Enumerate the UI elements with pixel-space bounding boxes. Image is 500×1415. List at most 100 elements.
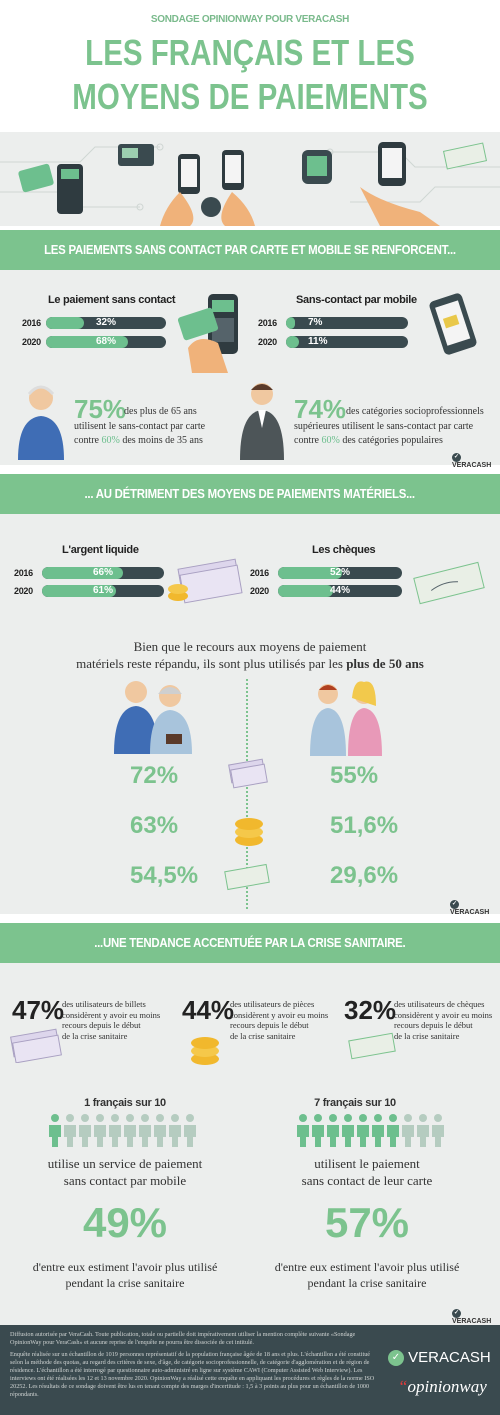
hero-illustration (0, 132, 500, 226)
card-bar-2020-fill (46, 336, 128, 348)
cash-bar-2016-fill (42, 567, 123, 579)
older-cash-percent: 72% (130, 762, 179, 789)
senior-contre: contre (74, 435, 99, 446)
card-bar-2016-value: 32% (95, 317, 116, 328)
senior-pct2: 60% (101, 435, 120, 446)
intro-line1: Bien que le recours aux moyens de paieme… (133, 639, 367, 654)
right-person-icon (357, 1114, 369, 1147)
left-person-icon (94, 1114, 106, 1147)
opinionway-brand: opinionway (407, 1377, 487, 1396)
card-bar-2016-fill (46, 317, 85, 329)
pieces-line4: de la crise sanitaire (230, 1030, 296, 1041)
card-terminal-icon (178, 294, 238, 373)
mobile-year-2016: 2016 (258, 318, 277, 328)
veracash-brand: VERACASH (408, 1349, 491, 1366)
intro-text: Bien que le recours aux moyens de paieme… (0, 638, 500, 672)
banknotes-coins-icon (168, 558, 243, 604)
mobile-bar-2020-fill (286, 336, 300, 348)
right-footnote: d'entre eux estiment l'avoir plus utilis… (256, 1259, 478, 1291)
footer: Diffusion autorisée par VeraCash. Toute … (0, 1325, 500, 1415)
card-bar-2020: 68% (46, 336, 166, 348)
right-person-icon (327, 1114, 339, 1147)
section2-band: ... AU DÉTRIMENT DES MOYENS DE PAIEMENTS… (0, 474, 500, 514)
cash-label: L'argent liquide (62, 544, 139, 556)
left-line2: sans contact par mobile (63, 1173, 187, 1188)
right-person-icon (387, 1114, 399, 1147)
right-person-icon (312, 1114, 324, 1147)
mobile-contactless-label: Sans-contact par mobile (296, 294, 417, 306)
right-big-percent: 57% (324, 1199, 410, 1246)
mobile-bar-2020-value: 11% (308, 336, 328, 347)
senior-line2: utilisent le sans-contact par carte (74, 421, 206, 432)
pieces-icon (191, 1037, 219, 1065)
left-head: 1 français sur 10 (84, 1097, 166, 1109)
section3-panel: 47% des utilisateurs de billets considèr… (0, 963, 500, 1325)
billets-line2: considèrent y avoir eu moins (62, 1009, 161, 1020)
card-year-2016: 2016 (22, 318, 41, 328)
footer-paragraph1: Diffusion autorisée par VeraCash. Toute … (10, 1331, 356, 1346)
cheque-icon (413, 561, 485, 605)
billets-percent: 47% (12, 995, 65, 1025)
billets-line3: recours depuis le début (62, 1020, 141, 1030)
veracash-logo-small: VERACASH (452, 453, 500, 469)
cheques-line4: de la crise sanitaire (394, 1030, 460, 1041)
card-year-2020: 2020 (22, 337, 41, 347)
page-title-line2: MOYENS DE PAIEMENTS (72, 76, 428, 117)
businessman-icon (240, 383, 284, 460)
csp-percent: 74% (294, 394, 347, 424)
mobile-bar-2016: 7% (286, 317, 408, 329)
intro-line2: matériels reste répandu, ils sont plus u… (0, 655, 500, 672)
cheques-bar-2016: 52% (278, 567, 402, 579)
section3-band: ...UNE TENDANCE ACCENTUÉE PAR LA CRISE S… (0, 923, 500, 963)
cheques-bar-2016-fill (278, 567, 343, 579)
cheques-text: des utilisateurs de chèques considèrent … (394, 999, 492, 1041)
left-big-percent: 49% (82, 1199, 168, 1246)
footer-disclaimer: Diffusion autorisée par VeraCash. Toute … (10, 1331, 380, 1399)
cheques-year-2020: 2020 (250, 586, 269, 596)
pieces-percent: 44% (182, 995, 235, 1025)
senior-percent: 75% (74, 394, 127, 424)
cheque-small-icon (224, 863, 270, 891)
billets-line1: des utilisateurs de billets (62, 999, 146, 1009)
cheques-icon (348, 1032, 396, 1060)
section1-band: LES PAIEMENTS SANS CONTACT PAR CARTE ET … (0, 230, 500, 270)
card-bar-2020-value: 68% (95, 336, 116, 347)
veracash-check-icon: ✓ (388, 1350, 404, 1367)
csp-line3: contre 60% des catégories populaires (294, 435, 443, 447)
card-contactless-label: Le paiement sans contact (48, 294, 176, 306)
cash-bar-2020: 61% (42, 585, 164, 597)
csp-pct2: 60% (321, 435, 340, 446)
right-foot1: d'entre eux estiment l'avoir plus utilis… (274, 1260, 460, 1274)
left-person-icon (109, 1114, 121, 1147)
header: SONDAGE OPINIONWAY POUR VERACASH LES FRA… (0, 0, 500, 132)
mobile-bar-2016-value: 7% (308, 317, 323, 328)
older-cheques-percent: 54,5% (130, 862, 199, 889)
mobile-bar-2016-fill (286, 317, 295, 329)
mobile-bar-2020: 11% (286, 336, 408, 348)
younger-coins-percent: 51,6% (330, 812, 399, 839)
mobile-pay-icon (429, 293, 477, 355)
banknote-icon (228, 758, 268, 789)
cash-year-2020: 2020 (14, 586, 33, 596)
left-person-icon (154, 1114, 166, 1147)
section1-panel: Le paiement sans contact 2016 32% 2020 6… (0, 270, 500, 469)
pieces-line3: recours depuis le début (230, 1020, 309, 1030)
young-couple-icon (310, 681, 382, 756)
left-line1: utilise un service de paiement (47, 1156, 203, 1171)
cheques-bar-2020-fill (278, 585, 333, 597)
cheques-bar-2020-value: 44% (329, 585, 350, 596)
left-person-icon (79, 1114, 91, 1147)
left-person-icon (184, 1114, 196, 1147)
opinionway-logo: “opinionway (398, 1377, 487, 1397)
cash-bar-2020-fill (42, 585, 117, 597)
senior-couple-icon (114, 681, 192, 754)
cheques-percent: 32% (344, 995, 397, 1025)
left-foot1: d'entre eux estiment l'avoir plus utilis… (32, 1260, 218, 1274)
senior-line3: contre 60% des moins de 35 ans (74, 435, 203, 447)
older-coins-percent: 63% (130, 812, 179, 839)
csp-contre: contre (294, 435, 319, 446)
csp-line2: supérieures utilisent le sans-contact pa… (294, 421, 474, 432)
billets-text: des utilisateurs de billets considèrent … (62, 999, 160, 1041)
pieces-text: des utilisateurs de pièces considèrent y… (230, 999, 328, 1041)
senior-man-icon (18, 385, 64, 460)
